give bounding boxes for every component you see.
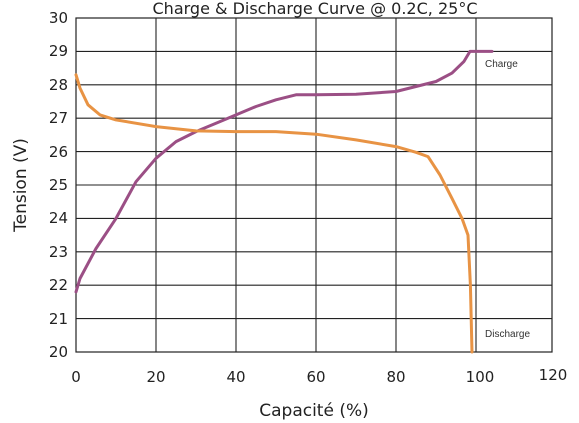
x-tick-label: 80 [386, 368, 405, 386]
x-tick-label: 0 [71, 368, 81, 386]
y-tick-label: 25 [49, 176, 68, 194]
y-tick-label: 21 [49, 310, 68, 328]
x-tick-label: 60 [306, 368, 325, 386]
y-tick-label: 29 [49, 42, 68, 60]
y-tick-label: 26 [49, 143, 68, 161]
y-tick-label: 30 [49, 9, 68, 27]
y-axis-title: Tension (V) [11, 138, 31, 233]
x-tick-label: 40 [226, 368, 245, 386]
x-tick-label: 100 [466, 368, 495, 386]
y-tick-label: 24 [49, 209, 68, 227]
x-axis-title: Capacité (%) [259, 401, 369, 421]
y-tick-label: 28 [49, 76, 68, 94]
y-tick-label: 27 [49, 109, 68, 127]
x-axis-ticks: 0 20 40 60 80 100 120 [71, 366, 567, 386]
series-label-charge: Charge [485, 59, 518, 70]
chart-title: Charge & Discharge Curve @ 0.2C, 25°C [153, 0, 478, 18]
y-tick-label: 22 [49, 276, 68, 294]
series-line-discharge [74, 73, 474, 354]
series-group [74, 49, 494, 354]
y-tick-label: 23 [49, 243, 68, 261]
y-axis-ticks: 20 21 22 23 24 25 26 27 28 29 30 [49, 9, 68, 361]
x-tick-label: 120 [539, 366, 568, 384]
x-tick-label: 20 [146, 368, 165, 386]
y-tick-label: 20 [49, 343, 68, 361]
series-label-discharge: Discharge [485, 329, 530, 340]
series-line-charge [74, 49, 494, 294]
